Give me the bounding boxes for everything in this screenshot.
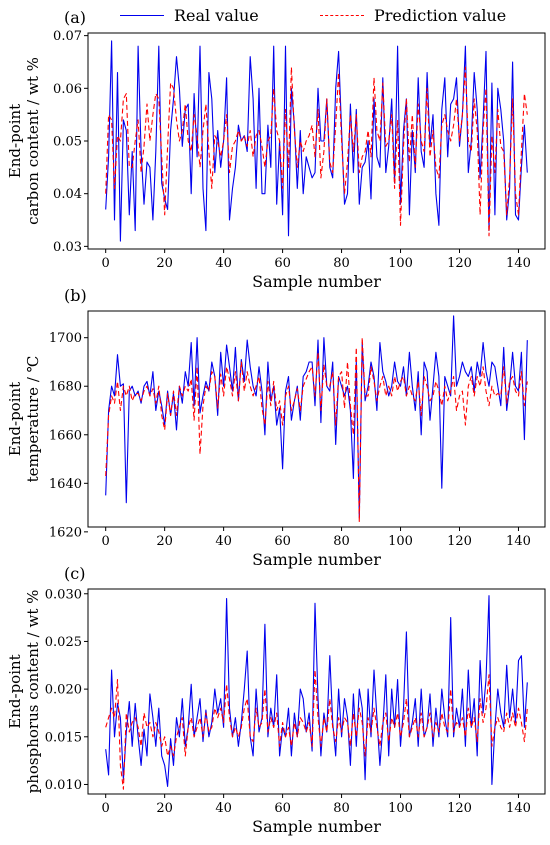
x-tick-label: 80	[333, 256, 350, 271]
x-tick-label: 140	[506, 534, 531, 549]
series-line-real-panel-3	[105, 595, 528, 787]
legend: Real value Prediction value	[120, 3, 540, 27]
x-tick-label: 20	[156, 256, 173, 271]
y-tick-label: 1700	[49, 331, 82, 346]
series-line-prediction-panel-1	[105, 66, 528, 237]
x-tick-label: 40	[215, 801, 232, 816]
y-tick-label: 0.015	[45, 730, 82, 745]
y-axis-label-line: temperature / ℃	[24, 356, 42, 483]
x-tick-label: 100	[388, 256, 413, 271]
y-tick-label: 1640	[49, 477, 82, 492]
legend-label-prediction: Prediction value	[374, 5, 507, 25]
y-tick-label: 1660	[49, 428, 82, 443]
x-axis-label: Sample number	[252, 272, 381, 291]
y-tick-label: 0.010	[45, 778, 82, 793]
y-tick-label: 0.05	[53, 135, 82, 150]
x-tick-label: 100	[388, 534, 413, 549]
x-tick-label: 80	[333, 534, 350, 549]
series-line-real-panel-2	[105, 315, 528, 518]
x-tick-label: 40	[215, 534, 232, 549]
y-tick-label: 0.025	[45, 635, 82, 650]
y-axis-label: End-pointcarbon content / wt %	[6, 57, 42, 225]
x-tick-label: 0	[102, 256, 110, 271]
panel-label-c: (c)	[64, 564, 86, 583]
y-axis-label: End-pointtemperature / ℃	[6, 356, 42, 483]
series-line-real-panel-1	[105, 40, 528, 242]
plot-frame-panel-3	[87, 588, 546, 795]
plot-frame-panel-2	[87, 310, 546, 528]
panel-label-b: (b)	[64, 286, 87, 305]
legend-line-real	[120, 14, 164, 16]
legend-line-prediction	[320, 14, 364, 16]
legend-label-real: Real value	[174, 5, 259, 25]
x-tick-label: 60	[274, 801, 291, 816]
x-tick-label: 40	[215, 256, 232, 271]
series-line-prediction-panel-3	[105, 669, 528, 790]
legend-item-real: Real value	[120, 3, 259, 27]
y-tick-label: 0.020	[45, 683, 82, 698]
x-tick-label: 20	[156, 534, 173, 549]
series-line-prediction-panel-2	[105, 337, 528, 523]
x-tick-label: 120	[447, 801, 472, 816]
y-axis-label-line: End-point	[6, 382, 24, 456]
x-tick-label: 60	[274, 256, 291, 271]
x-axis-label: Sample number	[252, 550, 381, 569]
x-tick-label: 120	[447, 534, 472, 549]
x-tick-label: 140	[506, 256, 531, 271]
panel-label-a: (a)	[64, 8, 87, 27]
y-axis-label: End-pointphosphorus content / wt %	[6, 590, 42, 794]
y-tick-label: 0.03	[53, 240, 82, 255]
y-axis-label-line: End-point	[6, 104, 24, 178]
x-tick-label: 140	[506, 801, 531, 816]
y-tick-label: 0.07	[53, 29, 82, 44]
legend-item-prediction: Prediction value	[320, 3, 506, 27]
x-tick-label: 60	[274, 534, 291, 549]
x-tick-label: 120	[447, 256, 472, 271]
y-axis-label-line: End-point	[6, 654, 24, 728]
x-tick-label: 0	[102, 801, 110, 816]
x-axis-label: Sample number	[252, 817, 381, 836]
x-tick-label: 0	[102, 534, 110, 549]
x-tick-label: 80	[333, 801, 350, 816]
x-tick-label: 100	[388, 801, 413, 816]
y-axis-label-line: carbon content / wt %	[24, 57, 42, 225]
y-tick-label: 0.030	[45, 587, 82, 602]
y-axis-label-line: phosphorus content / wt %	[24, 590, 42, 794]
y-tick-label: 0.06	[53, 82, 82, 97]
y-tick-label: 1620	[49, 525, 82, 540]
y-tick-label: 1680	[49, 380, 82, 395]
y-tick-label: 0.04	[53, 187, 82, 202]
x-tick-label: 20	[156, 801, 173, 816]
